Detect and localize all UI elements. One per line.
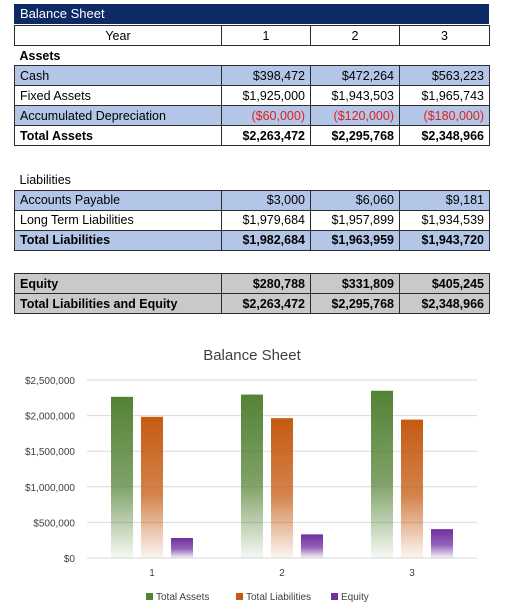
bar <box>141 416 163 558</box>
balance-sheet-chart: Balance Sheet $0 $500,000 $1,000,000 $1,500,… <box>25 347 477 603</box>
cell-value: $1,943,720 <box>399 229 490 251</box>
table-row: Fixed Assets $1,925,000 $1,943,503 $1,965,7… <box>14 85 490 106</box>
bar <box>431 529 453 558</box>
table-row: Cash $398,472 $472,264 $563,223 <box>14 65 490 86</box>
legend-label: Total Assets <box>156 592 209 603</box>
cell-value: $1,982,684 <box>221 229 311 251</box>
cell-value: $1,963,959 <box>310 229 400 251</box>
cell-value: $2,295,768 <box>310 125 400 146</box>
cell-value: $1,965,743 <box>399 85 490 106</box>
row-label: Fixed Assets <box>14 85 222 106</box>
cell-value: ($180,000) <box>399 105 490 126</box>
legend-swatch <box>331 593 338 600</box>
legend-swatch <box>236 593 243 600</box>
legend-swatch <box>146 593 153 600</box>
cell-value: $398,472 <box>221 65 311 86</box>
row-label: Equity <box>14 273 222 294</box>
cell-value: $1,934,539 <box>399 209 490 231</box>
year-3-header: 3 <box>399 25 490 46</box>
year-header-label: Year <box>14 25 222 46</box>
bar <box>301 534 323 558</box>
row-label: Accumulated Depreciation <box>14 105 222 126</box>
cell-value: $2,263,472 <box>221 293 311 314</box>
cell-value: $6,060 <box>310 189 400 211</box>
y-tick-label: $1,500,000 <box>25 447 75 458</box>
row-label: Total Assets <box>14 125 222 146</box>
table-row: Equity $280,788 $331,809 $405,245 <box>14 273 490 294</box>
cell-value: $2,263,472 <box>221 125 311 146</box>
table-row: Total Assets $2,263,472 $2,295,768 $2,348,9… <box>14 125 490 146</box>
liabilities-table: Liabilities Accounts Payable $3,000 $6,060… <box>14 170 490 251</box>
liabilities-heading-row: Liabilities <box>15 170 490 190</box>
y-tick-label: $0 <box>64 554 76 565</box>
cell-value: $1,925,000 <box>221 85 311 106</box>
legend-label: Total Liabilities <box>246 592 311 603</box>
bar <box>241 394 263 558</box>
x-tick-label: 2 <box>279 568 285 579</box>
cell-value: $3,000 <box>221 189 311 211</box>
cell-value: $331,809 <box>310 273 400 294</box>
cell-value: $2,348,966 <box>399 125 490 146</box>
sheet-title: Balance Sheet <box>14 4 489 24</box>
cell-value: $1,979,684 <box>221 209 311 231</box>
cell-value: $2,295,768 <box>310 293 400 314</box>
row-label: Cash <box>14 65 222 86</box>
year-2-header: 2 <box>310 25 400 46</box>
cell-value: $2,348,966 <box>399 293 490 314</box>
table-row: Accounts Payable $3,000 $6,060 $9,181 <box>14 189 490 211</box>
cell-value: $280,788 <box>221 273 311 294</box>
cell-value: ($120,000) <box>310 105 400 126</box>
cell-value: $472,264 <box>310 65 400 86</box>
year-1-header: 1 <box>221 25 311 46</box>
cell-value: $563,223 <box>399 65 490 86</box>
cell-value: $1,957,899 <box>310 209 400 231</box>
bar <box>371 390 393 558</box>
table-row: Accumulated Depreciation ($60,000) ($120,0… <box>14 105 490 126</box>
row-label: Long Term Liabilities <box>14 209 222 231</box>
year-header-row: Year 1 2 3 <box>14 25 490 46</box>
assets-heading: Assets <box>19 48 61 63</box>
legend-label: Equity <box>341 592 369 603</box>
table-row: Long Term Liabilities $1,979,684 $1,957,89… <box>14 209 490 231</box>
row-label: Total Liabilities and Equity <box>14 293 222 314</box>
x-tick-label: 3 <box>409 568 415 579</box>
x-tick-label: 1 <box>149 568 155 579</box>
assets-heading-row: Assets <box>15 46 490 66</box>
bar <box>271 418 293 558</box>
table-row: Total Liabilities $1,982,684 $1,963,959 $1,… <box>14 229 490 251</box>
chart-title: Balance Sheet <box>203 347 301 364</box>
cell-value: $405,245 <box>399 273 490 294</box>
cell-value: $1,943,503 <box>310 85 400 106</box>
y-tick-label: $1,000,000 <box>25 483 75 494</box>
liabilities-heading: Liabilities <box>19 172 71 187</box>
row-label: Total Liabilities <box>14 229 222 251</box>
y-tick-label: $2,500,000 <box>25 376 75 387</box>
equity-table: Equity $280,788 $331,809 $405,245 Total Liab… <box>14 273 490 314</box>
row-label: Accounts Payable <box>14 189 222 211</box>
bar <box>111 396 133 558</box>
cell-value: ($60,000) <box>221 105 311 126</box>
y-tick-label: $500,000 <box>33 518 75 529</box>
bar <box>401 419 423 558</box>
bar <box>171 538 193 558</box>
y-tick-label: $2,000,000 <box>25 412 75 423</box>
assets-table: Year 1 2 3 Assets Cash $398,472 $472,264 $5… <box>14 25 490 146</box>
cell-value: $9,181 <box>399 189 490 211</box>
table-row: Total Liabilities and Equity $2,263,472 $2… <box>14 293 490 314</box>
